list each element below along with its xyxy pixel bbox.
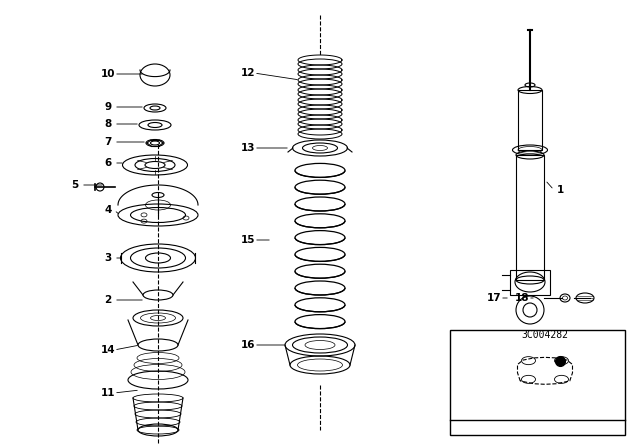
Text: 12: 12 — [241, 68, 255, 78]
Text: 5: 5 — [72, 180, 79, 190]
Text: 13: 13 — [241, 143, 255, 153]
Bar — [510, 270, 550, 295]
Text: 7: 7 — [104, 137, 112, 147]
Text: 4: 4 — [104, 205, 112, 215]
Text: 2: 2 — [104, 295, 111, 305]
Text: 3C004282: 3C004282 — [522, 330, 568, 340]
Text: 16: 16 — [241, 340, 255, 350]
Text: 8: 8 — [104, 119, 111, 129]
Text: 15: 15 — [241, 235, 255, 245]
Bar — [516, 155, 544, 280]
Text: 10: 10 — [100, 69, 115, 79]
Text: 9: 9 — [104, 102, 111, 112]
Text: 6: 6 — [104, 158, 111, 168]
Text: 11: 11 — [100, 388, 115, 398]
Bar — [450, 330, 625, 435]
Text: 1: 1 — [556, 185, 564, 195]
Text: 14: 14 — [100, 345, 115, 355]
Text: 18: 18 — [515, 293, 529, 303]
Bar — [518, 90, 542, 150]
Text: 17: 17 — [486, 293, 501, 303]
Text: 3: 3 — [104, 253, 111, 263]
